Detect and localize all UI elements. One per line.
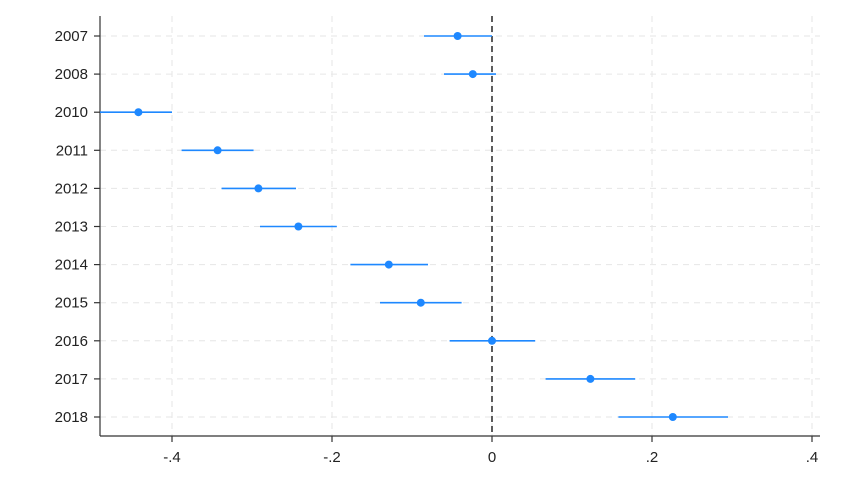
x-tick-label: -.4 [163, 449, 181, 466]
x-tick-label: 0 [488, 449, 496, 466]
point-estimate-2011 [213, 146, 222, 155]
point-estimate-2012 [254, 184, 263, 193]
point-estimate-2016 [488, 336, 496, 345]
x-tick-label: -.2 [323, 449, 341, 466]
point-estimate-2014 [384, 260, 393, 269]
y-tick-label: 2017 [55, 371, 88, 388]
x-tick-label: .2 [646, 449, 659, 466]
y-tick-label: 2012 [55, 180, 88, 197]
point-estimate-2015 [416, 298, 425, 307]
y-tick-label: 2008 [55, 66, 88, 83]
y-tick-label: 2018 [55, 409, 88, 426]
point-estimate-2013 [294, 222, 303, 231]
y-tick-label: 2016 [55, 333, 88, 350]
y-tick-label: 2013 [55, 219, 88, 236]
y-tick-label: 2014 [55, 257, 88, 274]
y-tick-label: 2007 [55, 28, 88, 45]
x-tick-label: .4 [806, 449, 819, 466]
point-estimate-2018 [668, 413, 677, 421]
point-estimate-2007 [453, 32, 462, 40]
point-estimate-2010 [134, 108, 143, 117]
y-tick-label: 2011 [56, 142, 88, 159]
axes: -.4 -.2 0 .2 .4 2007 2008 2010 2011 2012 2013 2014 2… [55, 16, 820, 466]
point-estimate-2008 [468, 70, 477, 79]
grid-layer [100, 16, 820, 436]
y-tick-label: 2010 [55, 104, 88, 121]
y-tick-label: 2015 [55, 295, 88, 312]
series-layer [100, 32, 728, 421]
point-estimate-2017 [586, 374, 595, 383]
